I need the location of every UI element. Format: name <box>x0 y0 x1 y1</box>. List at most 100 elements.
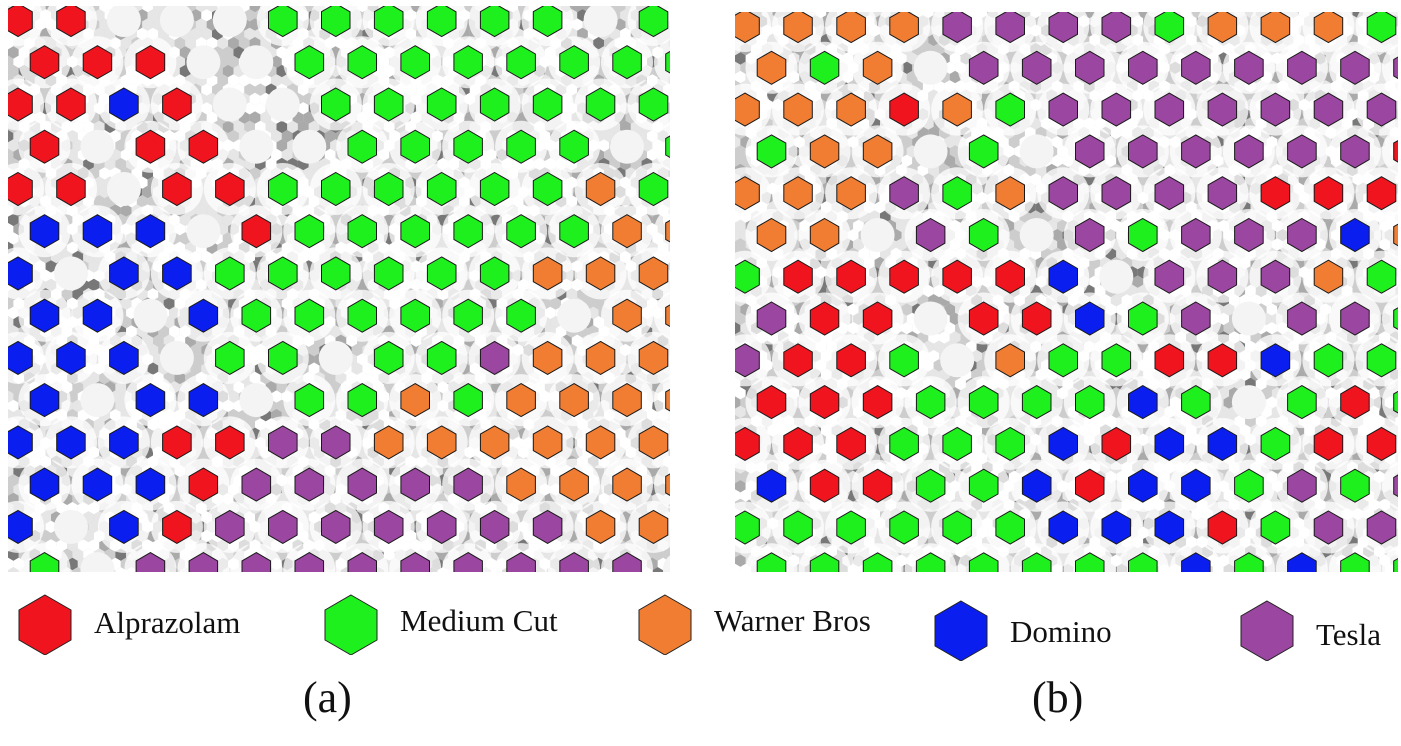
alprazolam-node <box>1366 176 1397 211</box>
warner-bros-node <box>665 219 670 243</box>
medium-cut-node <box>294 45 325 80</box>
medium-cut-node <box>735 259 760 294</box>
empty-node <box>940 343 975 378</box>
medium-cut-node <box>995 92 1025 127</box>
alprazolam-swatch <box>18 594 72 655</box>
medium-cut-node <box>968 552 999 572</box>
tesla-node <box>1234 50 1264 85</box>
tesla-hexagon-icon <box>1240 600 1294 661</box>
medium-cut-node <box>1393 307 1398 330</box>
empty-node <box>913 50 948 85</box>
tesla-node <box>1366 92 1397 127</box>
medium-cut-node <box>532 87 563 122</box>
domino-node <box>82 298 113 333</box>
empty-node <box>186 45 221 80</box>
medium-cut-node <box>400 129 430 164</box>
alprazolam-node <box>862 468 893 503</box>
tesla-node <box>559 552 589 572</box>
tesla-node <box>215 509 245 544</box>
warner-bros-node <box>783 92 813 127</box>
domino-node <box>1048 510 1078 545</box>
alprazolam-node <box>241 214 272 249</box>
warner-bros-node <box>559 383 589 418</box>
tesla-node <box>1181 217 1211 253</box>
tesla-node <box>1021 50 1052 85</box>
warner-bros-node <box>862 134 893 169</box>
tesla-node <box>241 467 272 502</box>
medium-cut-node <box>735 510 760 545</box>
domino-node <box>1154 426 1185 461</box>
caption-b: (b) <box>1032 673 1084 722</box>
tesla-node <box>1075 217 1105 253</box>
alprazolam-node <box>188 129 219 164</box>
alprazolam-node <box>862 301 893 336</box>
medium-cut-node <box>347 45 377 80</box>
empty-node <box>186 214 221 249</box>
alprazolam-node <box>809 468 840 503</box>
alprazolam-node <box>162 509 192 544</box>
medium-cut-node <box>347 298 377 333</box>
medium-cut-node <box>783 510 813 545</box>
tesla-node <box>1048 12 1078 44</box>
warner-bros-node <box>638 256 669 291</box>
som-node-layer <box>735 12 1398 572</box>
warner-bros-node <box>585 171 616 207</box>
medium-cut-node <box>426 87 457 122</box>
tesla-node <box>1181 50 1211 85</box>
alprazolam-node <box>1366 426 1397 461</box>
medium-cut-node <box>995 510 1025 545</box>
medium-cut-node <box>1313 343 1344 378</box>
legend-item-warner-bros: Warner Bros <box>634 593 934 655</box>
alprazolam-node <box>8 6 33 38</box>
alprazolam-node <box>8 87 33 122</box>
domino-node <box>1340 217 1370 253</box>
domino-node <box>56 340 86 375</box>
empty-node <box>318 340 353 375</box>
medium-cut-node <box>638 87 669 122</box>
domino-node <box>56 425 86 460</box>
alprazolam-node <box>836 343 866 378</box>
tesla-node <box>294 552 325 572</box>
alprazolam-node <box>56 6 86 38</box>
node-halo <box>1382 294 1398 343</box>
node-halo <box>1382 43 1398 92</box>
tesla-node <box>1207 176 1238 211</box>
medium-cut-node <box>585 87 616 122</box>
medium-cut-node <box>532 171 563 207</box>
warner-bros-node <box>995 176 1025 211</box>
medium-cut-node <box>559 45 589 80</box>
empty-node <box>80 552 115 572</box>
alprazolam-node <box>1207 510 1238 545</box>
medium-cut-node <box>915 385 946 420</box>
warner-bros-node <box>426 425 457 460</box>
medium-cut-node <box>638 6 669 38</box>
warner-bros-node <box>836 12 866 44</box>
warner-bros-node <box>735 92 760 127</box>
alprazolam-node <box>1154 343 1185 378</box>
alprazolam-node <box>968 301 999 336</box>
medium-cut-node <box>559 214 589 249</box>
warner-bros-swatch <box>638 594 692 655</box>
node-halo <box>654 122 670 171</box>
medium-cut-node <box>215 340 245 375</box>
tesla-node <box>1101 12 1132 44</box>
alprazolam-node <box>135 129 166 164</box>
warner-bros-node <box>756 217 787 253</box>
medium-cut-node <box>889 343 919 378</box>
medium-cut-node <box>29 552 60 572</box>
domino-node <box>109 256 139 291</box>
domino-node <box>82 214 113 249</box>
empty-node <box>265 87 300 122</box>
domino-hexagon-icon <box>934 600 988 661</box>
alprazolam-node <box>942 259 972 294</box>
empty-node <box>860 218 895 252</box>
tesla-node <box>135 552 166 572</box>
medium-cut-node <box>321 171 351 207</box>
tesla-node <box>1101 92 1132 127</box>
empty-node <box>583 6 618 37</box>
tesla-node <box>1260 92 1291 127</box>
tesla-node <box>1128 134 1158 169</box>
tesla-node <box>1048 92 1078 127</box>
medium-cut-node <box>506 298 536 333</box>
empty-node <box>54 509 88 544</box>
